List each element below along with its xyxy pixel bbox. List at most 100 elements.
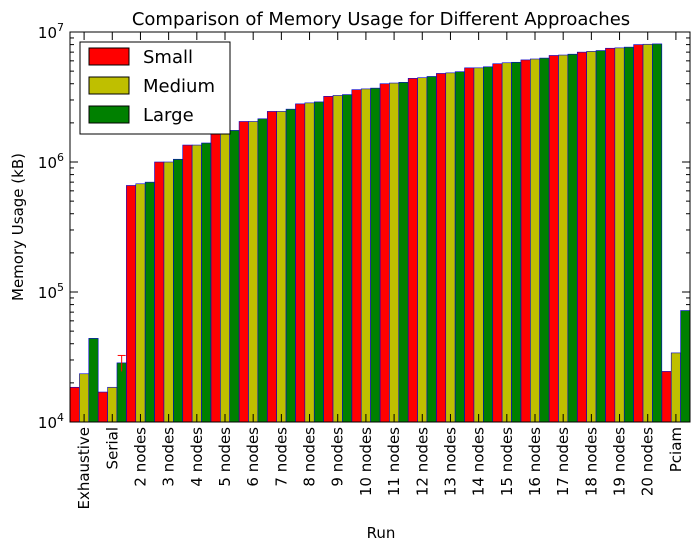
bar-medium (332, 95, 343, 423)
bar-small (661, 371, 672, 423)
bar-large (342, 94, 353, 423)
bar-small (69, 386, 80, 423)
bar-medium (473, 67, 484, 423)
bar-large (454, 71, 465, 423)
x-tick-label: 16 nodes (526, 427, 544, 496)
bar-medium (417, 77, 428, 423)
bar-medium (586, 51, 597, 423)
x-axis-label: Run (367, 524, 396, 542)
legend-label-small: Small (143, 47, 193, 68)
bar-medium (276, 111, 287, 423)
bar-small (520, 59, 531, 423)
x-tick-label: 4 nodes (188, 427, 206, 487)
bar-large (511, 61, 522, 423)
x-tick-label: Serial (103, 427, 121, 469)
bar-small (323, 96, 334, 423)
bar-small (154, 161, 165, 423)
y-tick-label: 104 (38, 411, 64, 432)
bar-large (567, 53, 578, 423)
legend: Small Medium Large (79, 41, 231, 135)
bar-marks (69, 43, 691, 423)
x-tick-label: 11 nodes (385, 427, 403, 496)
legend-label-medium: Medium (143, 76, 215, 97)
bar-large (623, 46, 634, 423)
bar-small (605, 47, 616, 423)
bar-small (576, 51, 587, 423)
bar-small (633, 44, 644, 423)
x-tick-label: 9 nodes (329, 427, 347, 487)
bar-small (97, 391, 108, 423)
x-tick-label: 18 nodes (582, 427, 600, 496)
y-tick-label: 105 (38, 281, 64, 302)
bar-small (182, 144, 193, 423)
bar-small (464, 67, 475, 423)
bar-large (539, 57, 550, 423)
bar-small (266, 111, 277, 423)
bar-large (144, 181, 155, 423)
chart-title: Comparison of Memory Usage for Different… (132, 9, 630, 30)
bar-large (257, 118, 268, 423)
bar-small (126, 185, 137, 423)
y-tick-label: 106 (38, 151, 64, 172)
x-tick-label: 5 nodes (216, 427, 234, 487)
x-tick-label: 2 nodes (131, 427, 149, 487)
bar-medium (163, 161, 174, 423)
x-axis-ticks: Exhaustive Serial 2 nodes 3 nodes 4 nodes 5 n… (75, 32, 685, 510)
bar-small (436, 73, 447, 423)
x-tick-label: 3 nodes (160, 427, 178, 487)
bar-large (116, 362, 127, 423)
bar-medium (501, 62, 512, 423)
x-tick-label: 19 nodes (611, 427, 629, 496)
bar-medium (220, 133, 230, 423)
bar-large (285, 108, 296, 423)
bar-large (313, 101, 324, 423)
bar-medium (191, 144, 202, 423)
bar-small (210, 133, 221, 423)
bar-large (173, 158, 184, 423)
bar-medium (530, 58, 540, 423)
x-tick-label: 12 nodes (413, 427, 431, 496)
x-tick-label: 17 nodes (554, 427, 572, 496)
bar-large (88, 338, 99, 423)
bar-small (351, 89, 362, 423)
bar-large (426, 76, 437, 423)
bar-large (483, 66, 494, 423)
plot-frame (69, 31, 691, 423)
bar-large (652, 43, 663, 423)
legend-swatch-medium (88, 76, 130, 95)
bar-large (680, 310, 691, 423)
bar-medium (614, 47, 625, 423)
legend-label-large: Large (143, 105, 194, 126)
x-tick-label: Exhaustive (75, 427, 93, 510)
bar-medium (304, 102, 315, 423)
x-tick-label: Pciam (667, 427, 685, 472)
bar-small (379, 83, 390, 423)
x-tick-label: 13 nodes (441, 427, 459, 496)
y-tick-label: 107 (38, 21, 64, 42)
bar-small (295, 103, 306, 423)
bar-large (370, 87, 381, 423)
x-tick-label: 14 nodes (470, 427, 488, 496)
bar-large (595, 50, 606, 423)
x-tick-label: 10 nodes (357, 427, 375, 496)
bar-medium (389, 82, 400, 423)
bar-small (548, 55, 559, 423)
error-bar-marks (117, 354, 126, 372)
bar-medium (248, 121, 259, 423)
bar-medium (670, 352, 681, 423)
bar-large (229, 130, 240, 423)
bar-small (407, 78, 418, 423)
x-tick-label: 20 nodes (639, 427, 657, 496)
bar-medium (360, 88, 371, 423)
bar-medium (135, 183, 146, 423)
x-tick-label: 6 nodes (244, 427, 262, 487)
bar-small (238, 121, 249, 423)
bar-large (201, 142, 212, 423)
bar-medium (445, 72, 456, 423)
bar-medium (642, 43, 653, 423)
x-tick-label: 7 nodes (272, 427, 290, 487)
legend-swatch-small (88, 47, 130, 66)
bar-large (398, 82, 409, 423)
x-tick-label: 15 nodes (498, 427, 516, 496)
